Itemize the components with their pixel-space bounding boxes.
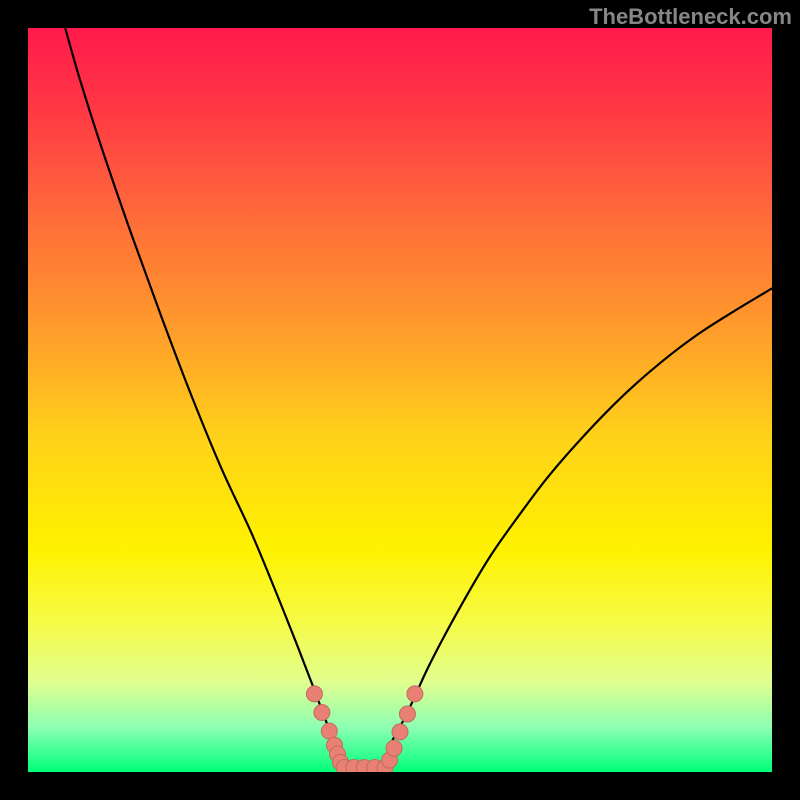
data-marker <box>314 704 330 720</box>
chart-container: TheBottleneck.com <box>0 0 800 800</box>
data-marker <box>407 686 423 702</box>
data-marker <box>399 706 415 722</box>
watermark-text: TheBottleneck.com <box>589 4 792 30</box>
data-marker <box>321 723 337 739</box>
plot-area <box>28 28 772 772</box>
gradient-background <box>28 28 772 772</box>
data-marker <box>386 740 402 756</box>
data-marker <box>392 724 408 740</box>
chart-svg <box>28 28 772 772</box>
data-marker <box>306 686 322 702</box>
